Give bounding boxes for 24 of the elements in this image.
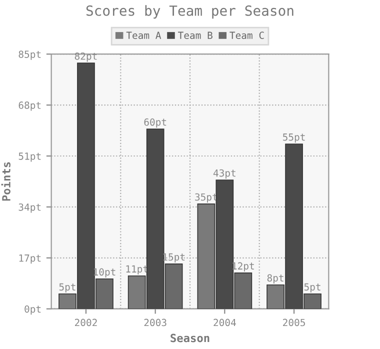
data-label: 5pt [304, 283, 320, 292]
x-tick-label: 2002 [74, 318, 97, 326]
y-tick-label: 17pt [19, 254, 41, 264]
x-axis-title: Season [170, 334, 210, 342]
data-label: 5pt [59, 283, 76, 292]
chart-title: Scores by Team per Season [86, 5, 294, 19]
y-tick-label: 51pt [18, 152, 41, 162]
legend-label: Team C [230, 32, 264, 40]
data-label: 11pt [126, 265, 148, 275]
y-tick-label: 68pt [18, 102, 41, 111]
data-label: 55pt [283, 134, 305, 143]
y-tick-label: 85pt [18, 50, 41, 60]
x-tick-label: 2005 [283, 318, 305, 326]
y-tick-label: 0pt [24, 305, 41, 315]
data-label: 60pt [144, 118, 166, 128]
data-label: 43pt [213, 169, 236, 179]
x-tick-label: 2003 [144, 318, 166, 326]
legend-label: Team B [178, 32, 212, 40]
data-label: 8pt [267, 274, 284, 284]
data-label: 82pt [74, 52, 97, 62]
x-tick-label: 2004 [214, 318, 236, 326]
legend-label: Team A [126, 32, 162, 40]
y-tick-label: 34pt [18, 203, 41, 213]
y-axis-title: Points [1, 162, 10, 201]
